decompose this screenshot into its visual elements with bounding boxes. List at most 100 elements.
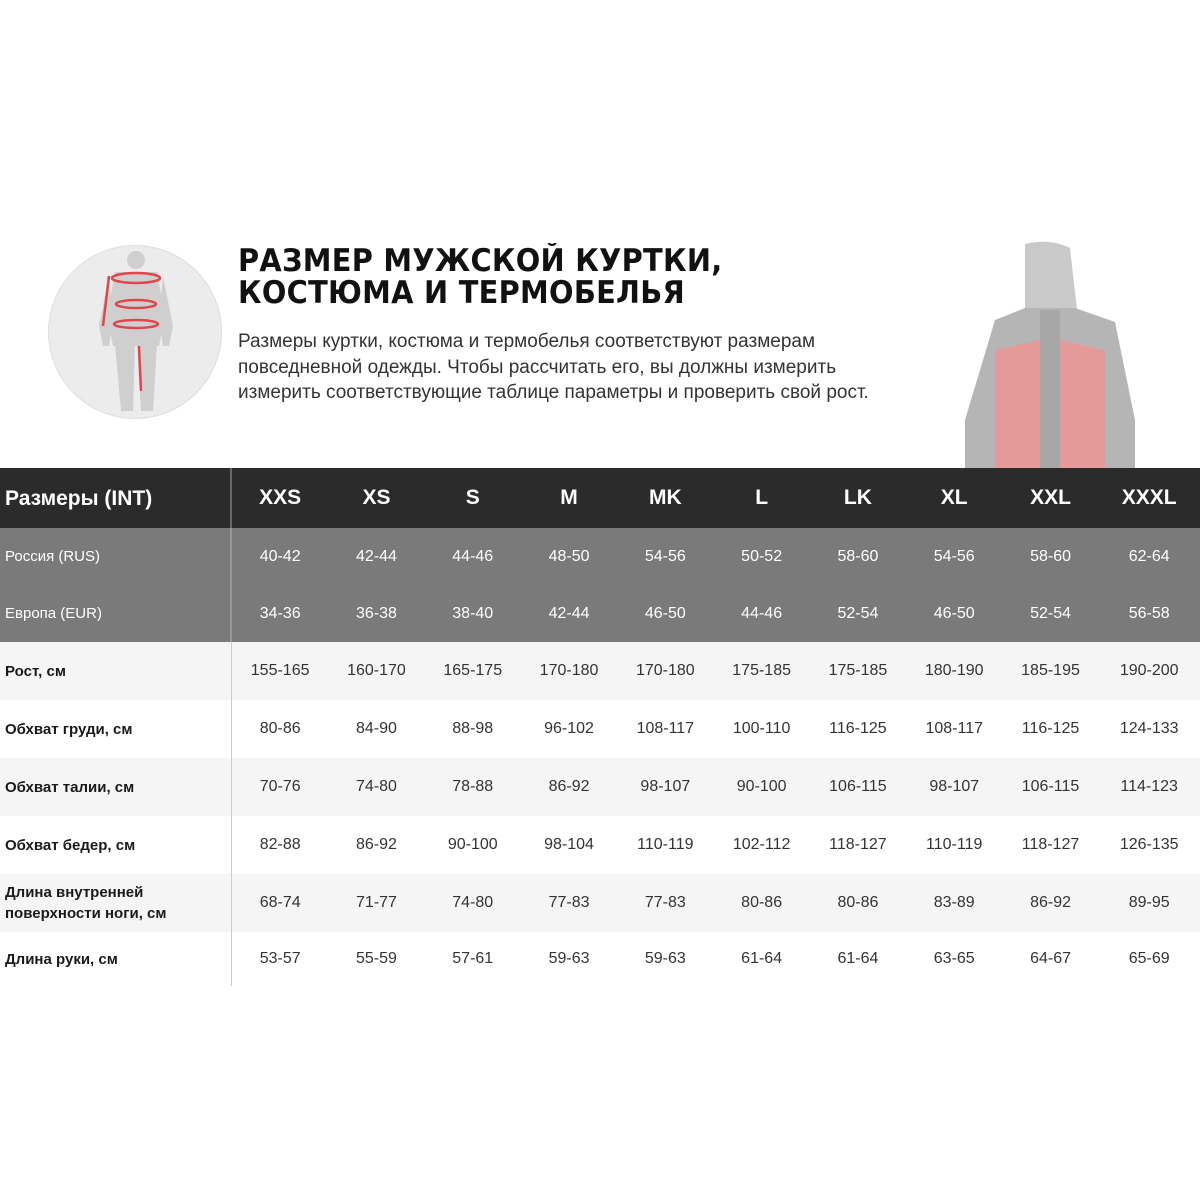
table-cell: 90-100: [736, 778, 787, 795]
table-cell: 108-117: [925, 720, 983, 737]
table-cell: 180-190: [924, 662, 984, 679]
table-row: Европа (EUR) 34-36 36-38 38-40 42-44 46-50 44-…: [0, 585, 1200, 642]
table-cell: 78-88: [452, 778, 494, 795]
table-row: Длина внутренней поверхности ноги, см 68-…: [0, 874, 1200, 932]
table-cell: 185-195: [1021, 662, 1080, 679]
row-label: Европа (EUR): [0, 585, 232, 642]
table-cell: 62-64: [1128, 547, 1170, 565]
page-title: РАЗМЕР МУЖСКОЙ КУРТКИ, КОСТЮМА И ТЕРМОБЕ…: [238, 243, 723, 311]
measurement-figure-illustration: [48, 245, 222, 419]
table-cell: 48-50: [548, 547, 590, 565]
size-header: XXXL: [1121, 486, 1177, 509]
table-cell: 124-133: [1119, 720, 1179, 737]
table-cell: 77-83: [548, 894, 590, 911]
table-cell: 108-117: [636, 720, 695, 737]
table-row: Россия (RUS) 40-42 42-44 44-46 48-50 54-56 50-…: [0, 528, 1200, 585]
row-label: Обхват груди, см: [0, 700, 232, 758]
table-cell: 71-77: [355, 894, 397, 911]
row-label: Обхват талии, см: [0, 758, 232, 816]
table-cell: 80-86: [741, 894, 783, 911]
table-cell: 86-92: [1030, 894, 1071, 911]
row-label: Длина внутренней поверхности ноги, см: [0, 874, 232, 932]
table-cell: 58-60: [1030, 547, 1071, 565]
table-cell: 84-90: [355, 720, 397, 737]
table-cell: 70-76: [259, 778, 301, 795]
table-cell: 54-56: [644, 547, 686, 565]
table-cell: 100-110: [732, 720, 791, 737]
table-cell: 86-92: [355, 836, 397, 853]
table-cell: 59-63: [644, 950, 686, 967]
table-cell: 80-86: [837, 894, 879, 911]
table-row: Обхват груди, см 80-86 84-90 88-98 96-102 108…: [0, 700, 1200, 758]
table-cell: 160-170: [347, 662, 406, 679]
table-cell: 118-127: [1021, 836, 1080, 853]
size-header: M: [560, 486, 578, 509]
table-cell: 61-64: [837, 950, 879, 967]
table-cell: 118-127: [829, 836, 887, 853]
size-header: MK: [649, 486, 682, 509]
table-cell: 53-57: [259, 950, 301, 967]
row-label: Россия (RUS): [0, 528, 232, 585]
table-cell: 52-54: [1030, 604, 1071, 622]
table-cell: 42-44: [355, 547, 397, 565]
table-row: Длина руки, см 53-57 55-59 57-61 59-63 59-63 6…: [0, 932, 1200, 986]
row-label: Длина руки, см: [0, 932, 232, 986]
jacket-image: [955, 240, 1145, 468]
table-cell: 114-123: [1120, 778, 1178, 795]
table-cell: 170-180: [539, 662, 599, 679]
size-table: Размеры (INT) XXS XS S M MK L LK XL XXL …: [0, 468, 1200, 986]
size-header: XXS: [259, 486, 302, 509]
table-row: Обхват бедер, см 82-88 86-92 90-100 98-104 11…: [0, 816, 1200, 874]
table-cell: 116-125: [829, 720, 887, 737]
table-cell: 116-125: [1021, 720, 1080, 737]
table-cell: 57-61: [452, 950, 494, 967]
table-cell: 126-135: [1119, 836, 1179, 853]
table-cell: 40-42: [259, 547, 301, 565]
table-cell: 44-46: [452, 547, 494, 565]
table-cell: 52-54: [837, 604, 879, 622]
table-cell: 36-38: [355, 604, 397, 622]
table-cell: 63-65: [933, 950, 975, 967]
table-cell: 98-104: [544, 836, 594, 853]
table-cell: 83-89: [933, 894, 975, 911]
table-cell: 98-107: [929, 778, 980, 795]
size-header: L: [755, 486, 769, 509]
table-cell: 46-50: [933, 604, 975, 622]
table-cell: 50-52: [741, 547, 783, 565]
table-cell: 55-59: [355, 950, 397, 967]
table-cell: 155-165: [250, 662, 310, 679]
table-cell: 88-98: [452, 720, 494, 737]
table-cell: 106-115: [829, 778, 887, 795]
table-cell: 61-64: [741, 950, 783, 967]
size-header: LK: [843, 486, 872, 509]
size-header: XS: [362, 486, 391, 509]
table-cell: 98-107: [640, 778, 691, 795]
table-cell: 38-40: [452, 604, 494, 622]
table-cell: 59-63: [548, 950, 590, 967]
table-cell: 54-56: [933, 547, 975, 565]
table-cell: 106-115: [1021, 778, 1080, 795]
table-cell: 68-74: [259, 894, 301, 911]
table-cell: 165-175: [443, 662, 503, 679]
table-cell: 34-36: [259, 604, 301, 622]
table-cell: 65-69: [1128, 950, 1170, 967]
table-cell: 110-119: [637, 836, 694, 853]
table-cell: 175-185: [732, 662, 791, 679]
table-cell: 96-102: [544, 720, 594, 737]
size-header: S: [465, 486, 480, 509]
table-cell: 110-119: [926, 836, 983, 853]
table-cell: 77-83: [644, 894, 686, 911]
description: Размеры куртки, костюма и термобелья соо…: [238, 331, 869, 403]
table-cell: 74-80: [355, 778, 397, 795]
table-cell: 90-100: [447, 836, 498, 853]
table-cell: 82-88: [259, 836, 301, 853]
table-cell: 44-46: [741, 604, 783, 622]
row-label: Обхват бедер, см: [0, 816, 232, 874]
table-cell: 64-67: [1030, 950, 1071, 967]
table-cell: 86-92: [548, 778, 590, 795]
table-cell: 170-180: [635, 662, 695, 679]
table-cell: 80-86: [259, 720, 301, 737]
table-cell: 89-95: [1128, 894, 1170, 911]
table-row: Рост, см 155-165 160-170 165-175 170-180 170-…: [0, 642, 1200, 700]
table-cell: 46-50: [644, 604, 686, 622]
